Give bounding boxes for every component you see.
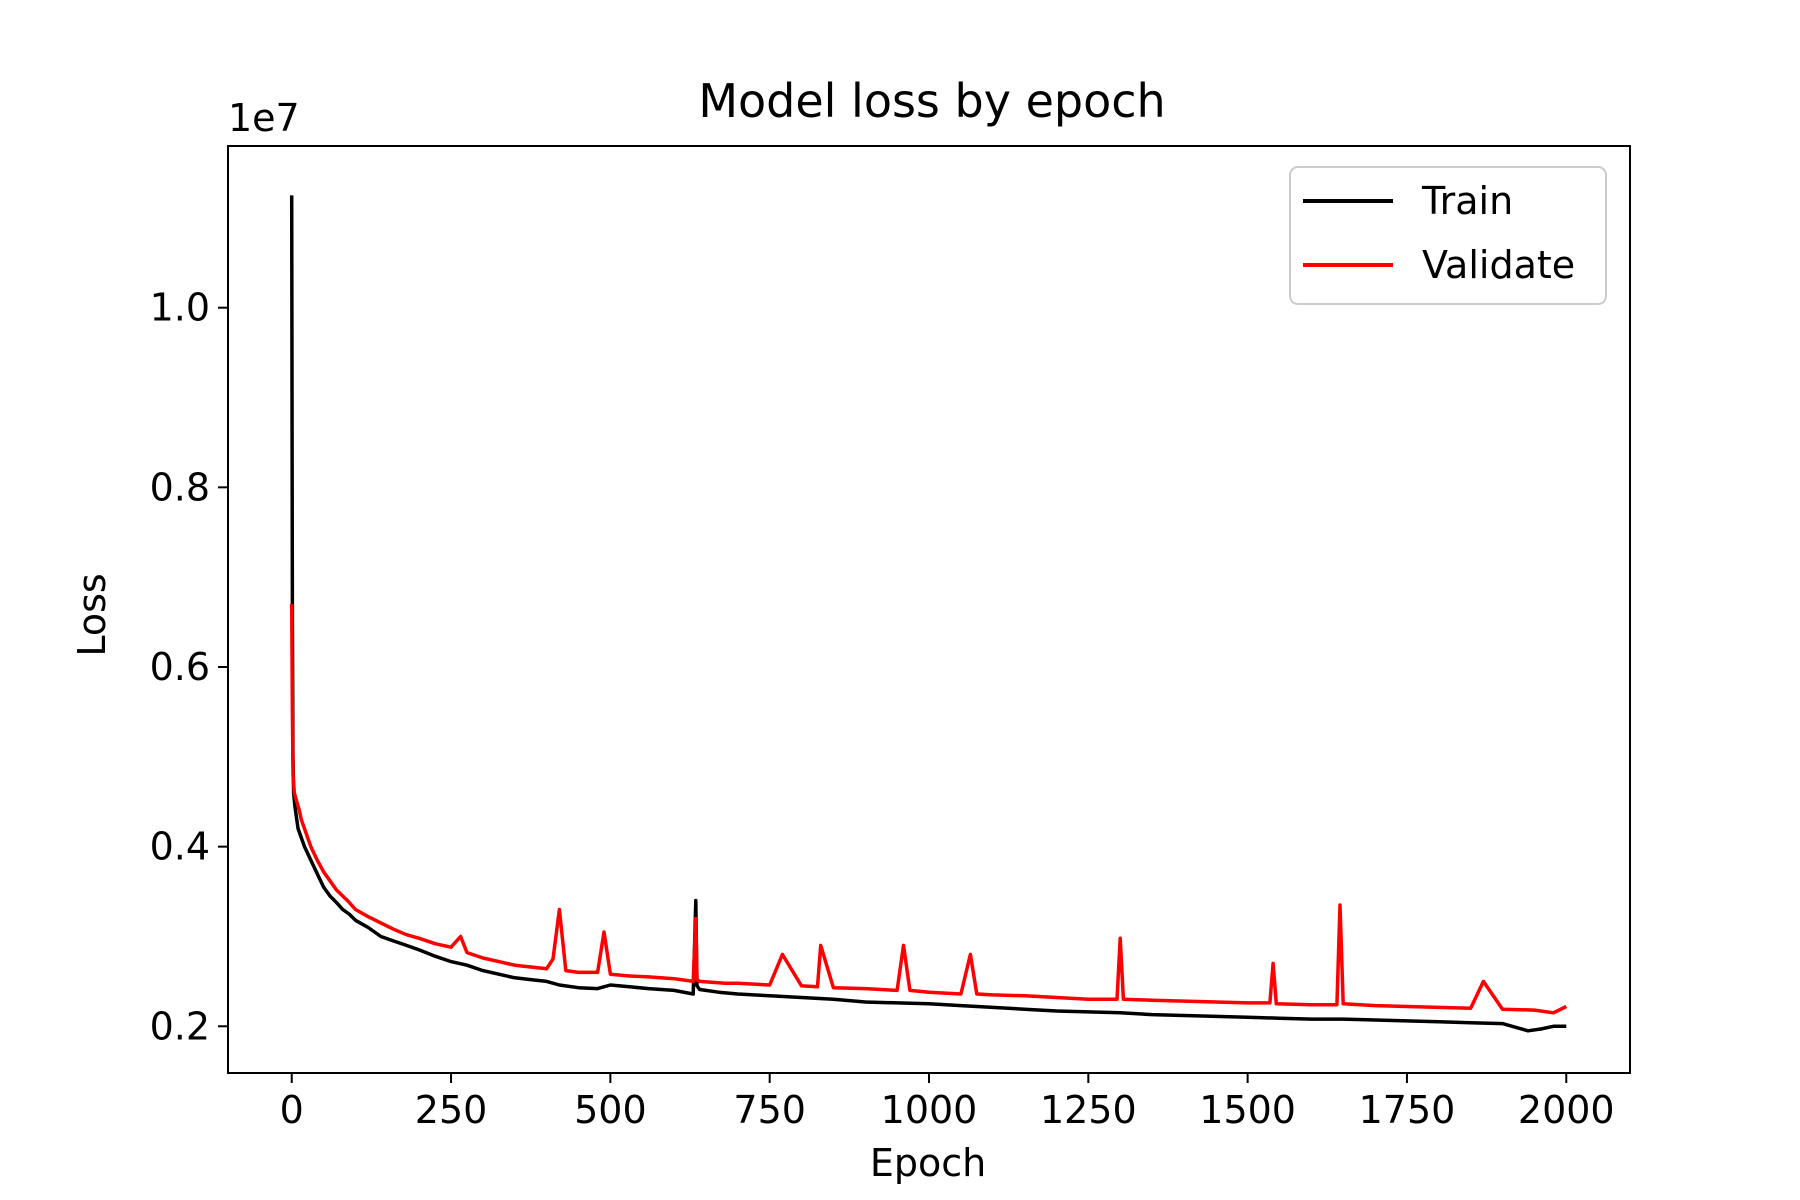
y-axis: 0.2 0.4 0.6 0.8 1.0 <box>150 286 228 1048</box>
x-axis: 0 250 500 750 1000 1250 1500 1750 2000 <box>280 1073 1615 1132</box>
x-tick-label: 2000 <box>1518 1088 1615 1132</box>
x-tick-label: 1750 <box>1359 1088 1456 1132</box>
y-offset-label: 1e7 <box>228 96 300 140</box>
y-tick-label: 0.8 <box>150 465 210 509</box>
series-group <box>289 195 1568 1033</box>
y-tick-label: 0.2 <box>150 1004 210 1048</box>
series-line-validate <box>289 604 1568 1015</box>
legend-label-train: Train <box>1421 179 1513 223</box>
y-tick-label: 0.6 <box>150 645 210 689</box>
x-tick-label: 0 <box>280 1088 304 1132</box>
series-line-train <box>289 195 1567 1033</box>
x-tick-label: 1000 <box>881 1088 978 1132</box>
x-tick-label: 1250 <box>1040 1088 1137 1132</box>
x-axis-label: Epoch <box>870 1141 986 1185</box>
y-tick-label: 0.4 <box>150 825 210 869</box>
y-axis-label: Loss <box>70 573 114 656</box>
x-tick-label: 250 <box>415 1088 488 1132</box>
legend-label-validate: Validate <box>1422 243 1575 287</box>
x-tick-label: 1500 <box>1199 1088 1296 1132</box>
x-tick-label: 500 <box>574 1088 647 1132</box>
y-tick-label: 1.0 <box>150 286 210 330</box>
chart-title: Model loss by epoch <box>698 74 1165 128</box>
x-tick-label: 750 <box>733 1088 806 1132</box>
legend: Train Validate <box>1289 166 1607 305</box>
